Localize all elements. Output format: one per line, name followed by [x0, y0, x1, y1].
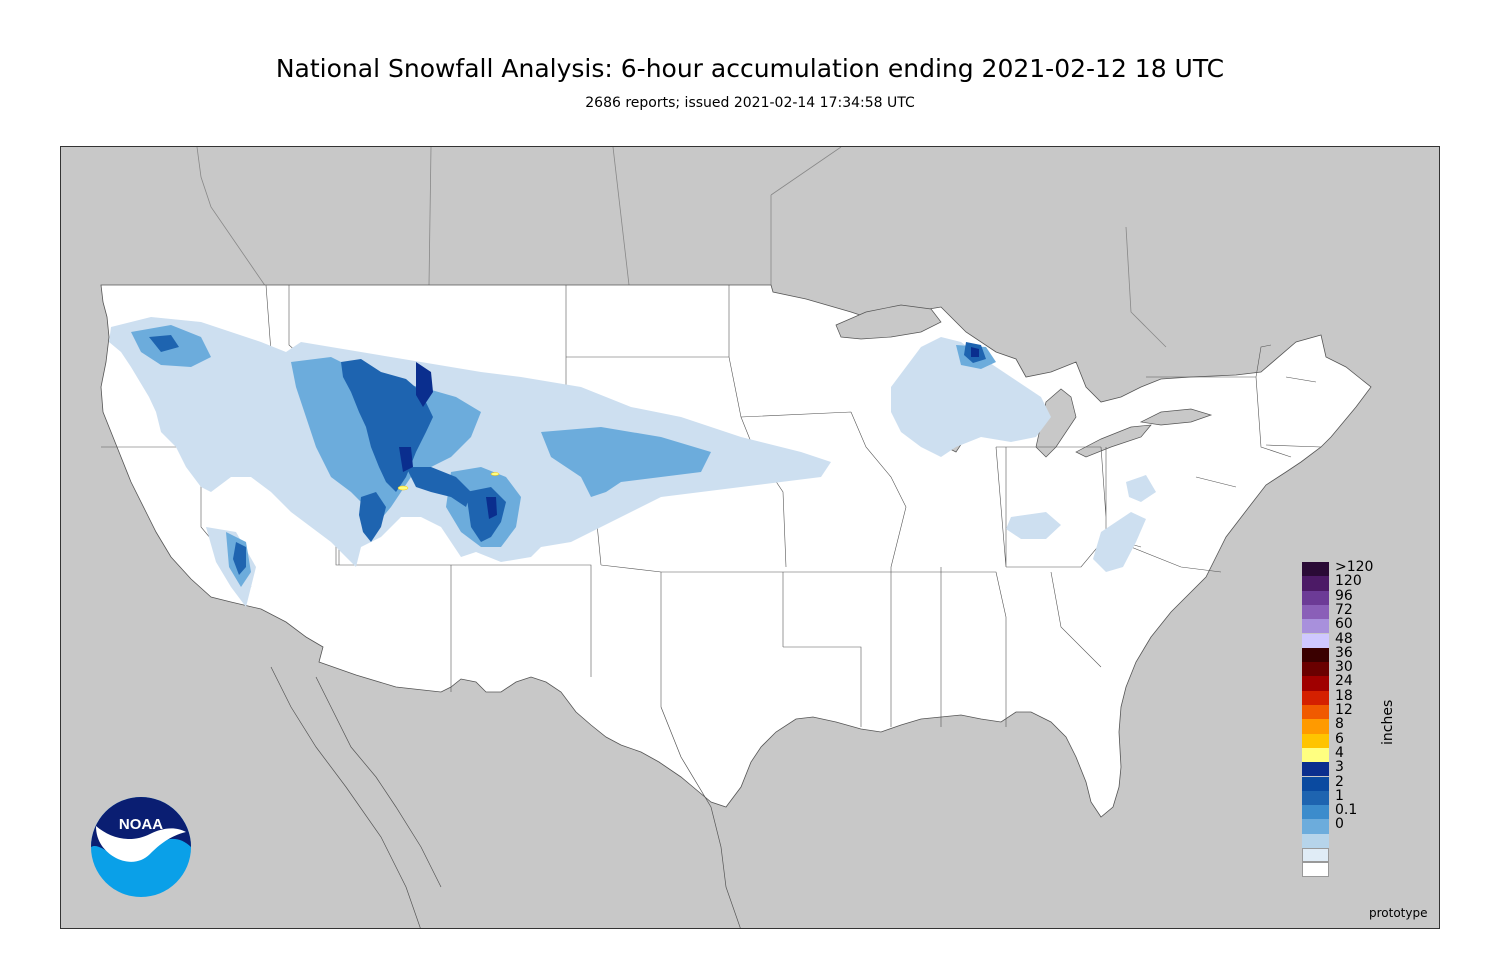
legend-swatch: [1302, 733, 1329, 748]
legend-label: 0.1: [1335, 802, 1358, 819]
legend-swatch: [1302, 862, 1329, 877]
legend-label: 24: [1335, 673, 1353, 690]
canada-border-lines: [196, 147, 1167, 348]
legend-swatch: [1302, 633, 1329, 648]
legend-label: 72: [1335, 601, 1353, 618]
legend-swatch: [1302, 676, 1329, 691]
legend-label: 18: [1335, 687, 1353, 704]
map-subtitle: 2686 reports; issued 2021-02-14 17:34:58…: [585, 95, 915, 111]
legend-swatch: [1302, 619, 1329, 634]
legend-label: 0: [1335, 816, 1344, 833]
noaa-logo-icon: NOAA: [91, 797, 191, 897]
legend-label: 8: [1335, 716, 1344, 733]
legend-swatch: [1302, 762, 1329, 777]
legend-swatch: [1302, 776, 1329, 791]
legend-label: 60: [1335, 616, 1353, 633]
legend-label: 120: [1335, 573, 1362, 590]
legend-swatch: [1302, 576, 1329, 591]
legend-swatch: [1302, 690, 1329, 705]
mexico-coast: [270, 666, 741, 928]
legend-swatch: [1302, 604, 1329, 620]
prototype-note: prototype: [1369, 906, 1428, 920]
legend-units-label: inches: [1380, 699, 1396, 745]
snowfall-map: [60, 146, 1440, 929]
legend-swatch: [1302, 705, 1329, 720]
noaa-logo-text: NOAA: [119, 816, 163, 833]
legend-swatch: [1302, 790, 1329, 806]
legend-swatch: [1302, 848, 1329, 863]
legend-swatch: [1302, 562, 1329, 577]
legend-label: 48: [1335, 630, 1353, 647]
legend-swatch: [1302, 647, 1329, 663]
legend-swatch: [1302, 833, 1329, 848]
legend-label: >120: [1335, 559, 1374, 575]
map-svg: [100, 147, 1372, 928]
legend-label: 2: [1335, 773, 1344, 790]
legend-label: 6: [1335, 730, 1344, 747]
snowfall-shading: [109, 317, 1156, 607]
legend-swatch: [1302, 590, 1329, 605]
legend-label: 3: [1335, 759, 1344, 776]
legend-swatch: [1302, 805, 1329, 820]
legend-swatch: [1302, 662, 1329, 677]
legend-label: 4: [1335, 744, 1344, 761]
legend-label: 30: [1335, 659, 1353, 676]
legend-label: 36: [1335, 644, 1353, 661]
legend-swatch: [1302, 819, 1329, 834]
legend-label: 12: [1335, 702, 1353, 718]
legend-swatch: [1302, 719, 1329, 734]
map-title: National Snowfall Analysis: 6-hour accum…: [275, 54, 1225, 83]
legend-label: 96: [1335, 587, 1353, 604]
legend-swatch: [1302, 747, 1329, 763]
legend-label: 1: [1335, 787, 1344, 804]
